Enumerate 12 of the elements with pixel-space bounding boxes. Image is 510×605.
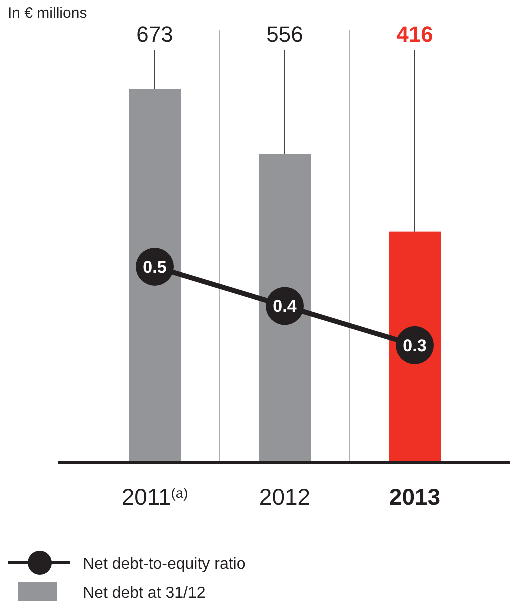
data-label: 0.5 (143, 258, 167, 277)
legend-label: Net debt-to-equity ratio (83, 556, 246, 573)
x-tick-label: 2013 (389, 484, 441, 510)
data-label: 673 (136, 22, 174, 47)
chart-title: In € millions (8, 5, 88, 22)
legend-label: Net debt at 31/12 (83, 585, 206, 602)
x-tick-label: 2011$^{(a)}$ (122, 484, 188, 510)
x-tick-label: 2012 (259, 484, 311, 510)
data-label: 0.3 (403, 336, 427, 356)
data-label: 556 (266, 22, 304, 47)
data-label: 0.4 (273, 297, 298, 316)
data-label: 416 (396, 22, 434, 47)
